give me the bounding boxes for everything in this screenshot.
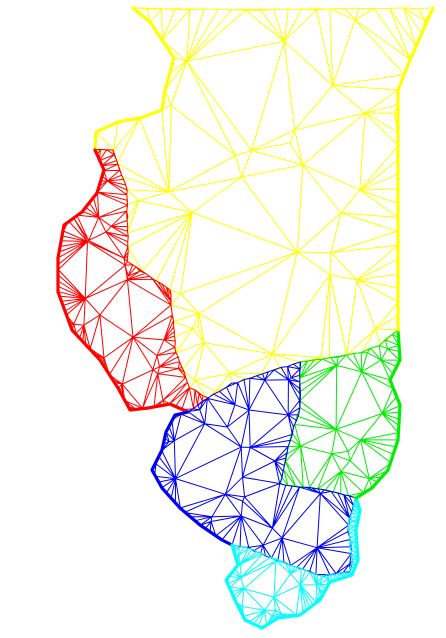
mesh-edges-north [94,7,434,399]
boundary-west [56,148,190,414]
boundary-south-tip [224,496,362,630]
mesh-boundaries [56,6,435,630]
boundary-north [93,6,176,152]
region-north-mesh [94,7,434,399]
boundary-north [396,6,435,332]
boundary-east [354,328,402,500]
mesh-edges [57,7,434,628]
boundary-south-central [150,410,234,547]
